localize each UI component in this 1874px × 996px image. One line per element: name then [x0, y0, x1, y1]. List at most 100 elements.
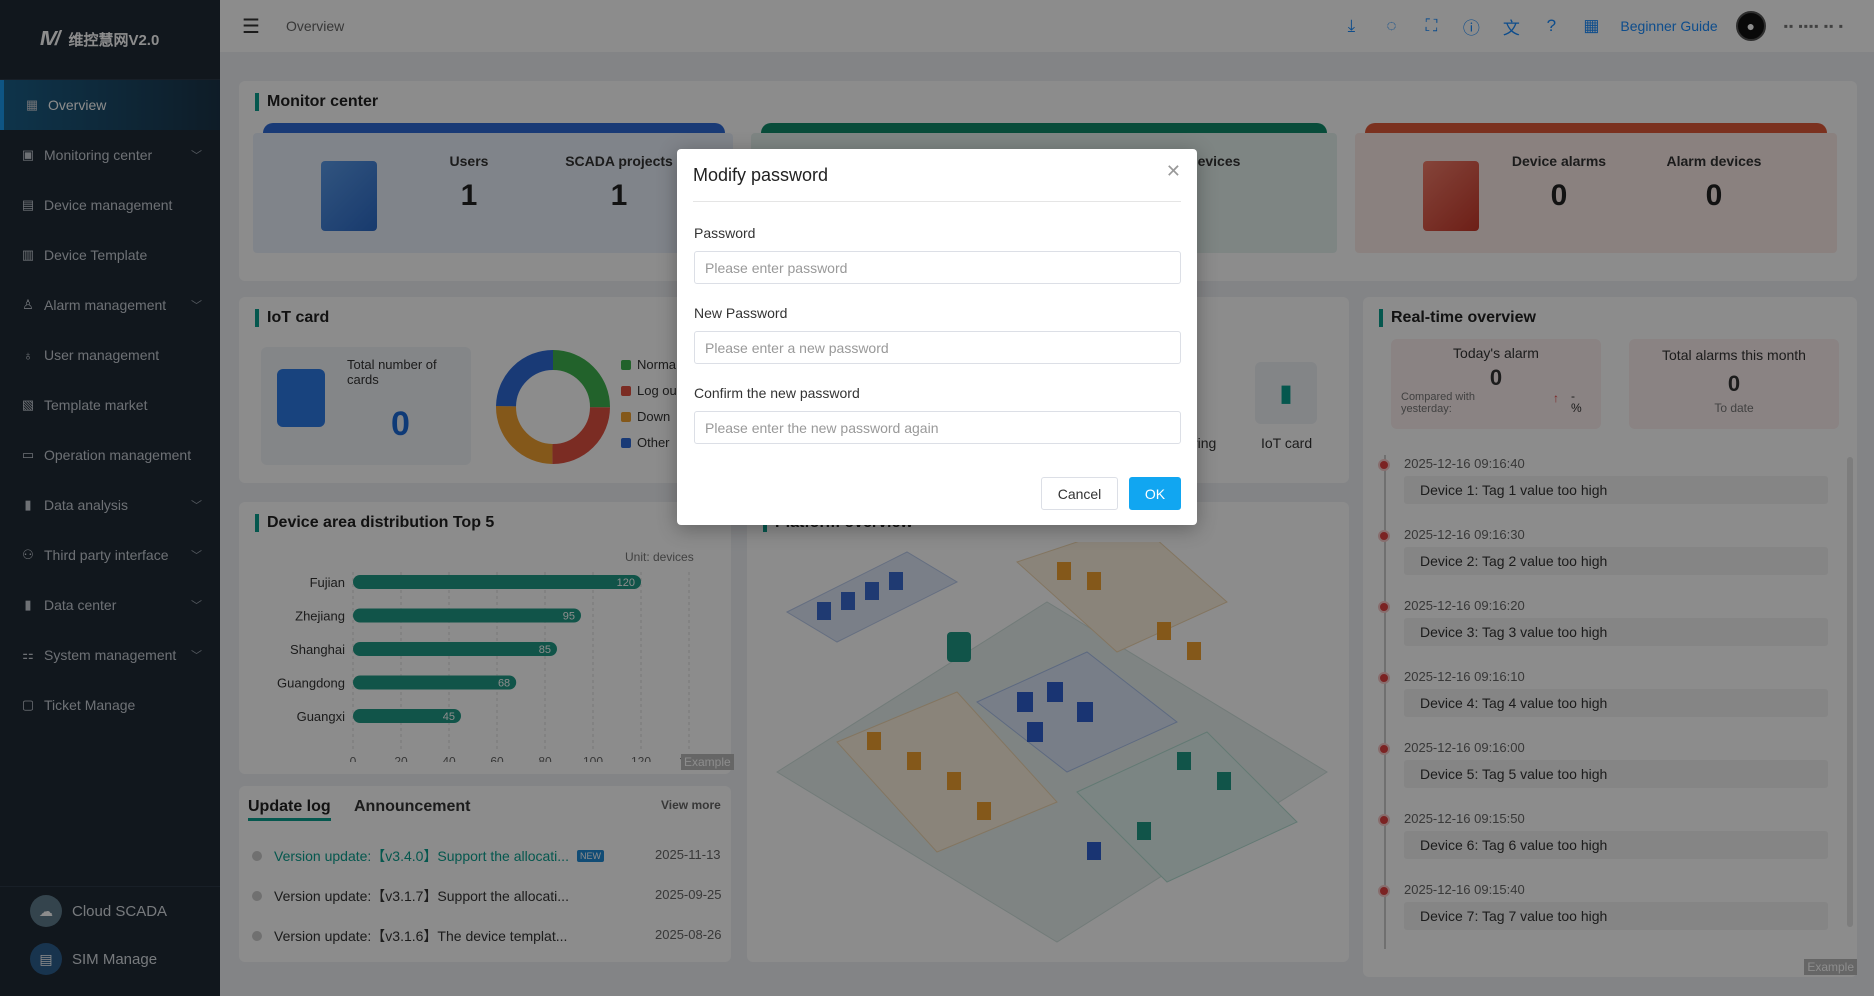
sidebar-item-data-center[interactable]: ▮ Data center ﹀ — [0, 580, 220, 630]
sidebar-item-operation-management[interactable]: ▭ Operation management — [0, 430, 220, 480]
sidebar-item-overview[interactable]: ▦ Overview — [0, 80, 220, 130]
log-date: 2025-08-26 — [655, 927, 722, 942]
menu-toggle-icon[interactable]: ☰ — [242, 15, 260, 38]
alarm-dot-icon — [1378, 814, 1390, 826]
sidebar-item-ticket-manage[interactable]: ▢ Ticket Manage — [0, 680, 220, 730]
bullet-icon — [252, 931, 262, 941]
legend-item: Norma — [621, 357, 676, 372]
new-password-field[interactable] — [694, 331, 1181, 364]
iot-card-icon[interactable]: ▮ — [1255, 362, 1317, 424]
info-icon[interactable]: ⓘ — [1462, 18, 1480, 38]
sidebar-item-label: Ticket Manage — [44, 697, 136, 713]
legend-label: Norma — [637, 357, 677, 372]
modify-password-dialog: Modify password ✕ Password New Password … — [677, 149, 1197, 525]
template-icon: ▥ — [21, 247, 35, 262]
sidebar-item-label: Overview — [48, 97, 107, 113]
view-more-link[interactable]: View more — [661, 798, 721, 812]
x-tick-label: 60 — [490, 755, 504, 763]
sim-manage-link[interactable]: ▤ SIM Manage — [0, 935, 220, 983]
sidebar-item-label: Data center — [44, 597, 117, 613]
x-tick-label: 80 — [538, 755, 552, 763]
sidebar-item-alarm-management[interactable]: ♙ Alarm management ﹀ — [0, 280, 220, 330]
stat-value: 1 — [460, 179, 478, 212]
chevron-down-icon: ﹀ — [191, 500, 202, 512]
divider — [693, 201, 1181, 202]
log-date: 2025-09-25 — [655, 887, 722, 902]
sidebar-bottom: ☁ Cloud SCADA ▤ SIM Manage — [0, 886, 220, 996]
legend-label: Down — [637, 409, 671, 424]
fullscreen-icon[interactable]: ⛶ — [1425, 16, 1438, 35]
sidebar-item-device-management[interactable]: ▤ Device management — [0, 180, 220, 230]
sidebar-item-template-market[interactable]: ▧ Template market — [0, 380, 220, 430]
sidebar-item-system-management[interactable]: ⚏ System management ﹀ — [0, 630, 220, 680]
translate-icon[interactable]: 文 — [1502, 18, 1520, 38]
category-label: Guangdong — [277, 676, 345, 691]
update-log-panel: Update log Announcement View more — [239, 786, 731, 962]
sim-card-icon — [277, 369, 325, 427]
download-icon[interactable]: ⤓ — [1347, 16, 1356, 35]
category-label: Shanghai — [290, 642, 345, 657]
ok-button[interactable]: OK — [1129, 477, 1181, 510]
legend-label: Log ou — [637, 383, 677, 398]
confirm-password-field[interactable] — [694, 411, 1181, 444]
chat-icon[interactable]: ◌ — [1386, 16, 1397, 35]
cancel-button[interactable]: Cancel — [1041, 477, 1118, 510]
today-alarm-value: 0 — [1489, 365, 1503, 390]
sidebar-item-third-party-interface[interactable]: ⚇ Third party interface ﹀ — [0, 530, 220, 580]
close-icon[interactable]: ✕ — [1165, 161, 1181, 181]
sidebar-item-label: Data analysis — [44, 497, 129, 513]
chevron-down-icon: ﹀ — [191, 600, 202, 612]
topbar-icons: ⤓ ◌ ⛶ ⓘ 文 ? ▦ Beginner Guide ● ▪▪ ▪▪▪▪ ▪… — [1340, 0, 1844, 52]
beginner-guide-link[interactable]: Beginner Guide — [1620, 18, 1718, 34]
user-name[interactable]: ▪▪ ▪▪▪▪ ▪▪ ▪ — [1783, 19, 1844, 33]
compare-label: Compared with yesterday: — [1401, 391, 1475, 415]
sim-icon: ▤ — [30, 943, 62, 975]
iot-card-tile-label[interactable]: IoT card — [1261, 435, 1313, 451]
sidebar-item-monitoring-center[interactable]: ▣ Monitoring center ﹀ — [0, 130, 220, 180]
alarm-devices-stat: Alarm devices 0 — [1644, 153, 1784, 213]
avatar[interactable]: ● — [1735, 11, 1766, 41]
log-row[interactable]: Version update:【v3.4.0】Support the alloc… — [252, 846, 604, 866]
bar — [353, 608, 581, 623]
sidebar: IV/ 维控慧网V2.0 ▦ Overview ▣ Monitoring cente… — [0, 0, 220, 996]
compare-value: - — [1571, 389, 1575, 403]
log-text: Version update:【v3.4.0】Support the alloc… — [274, 848, 569, 864]
stat-label: SCADA projects — [565, 153, 673, 169]
sidebar-item-label: User management — [44, 347, 160, 363]
sidebar-item-label: Template market — [44, 397, 148, 413]
new-password-label: New Password — [694, 305, 788, 321]
password-field[interactable] — [694, 251, 1181, 284]
example-watermark: Example — [681, 754, 734, 770]
category-label: Zhejiang — [295, 609, 345, 624]
hierarchy-icon: ⚏ — [22, 647, 34, 662]
log-date: 2025-11-13 — [655, 847, 721, 862]
today-alarm-card: Today's alarm 0 Compared with yesterday:… — [1391, 339, 1601, 429]
monitoring-tile-label[interactable]: ring — [1193, 435, 1217, 451]
bar-value-label: 68 — [498, 678, 510, 690]
help-icon[interactable]: ? — [1546, 16, 1557, 35]
bullet-icon — [252, 851, 262, 861]
qr-code-icon[interactable]: ▦ — [1583, 16, 1600, 35]
x-tick-label: 100 — [583, 755, 603, 763]
bar-chart-icon: ▮ — [24, 597, 32, 612]
log-row[interactable]: Version update:【v3.1.7】Support the alloc… — [252, 886, 569, 906]
grid-icon: ▦ — [25, 97, 39, 112]
platform-illustration — [776, 542, 1328, 943]
log-row[interactable]: Version update:【v3.1.6】The device templa… — [252, 926, 567, 946]
cloud-scada-link[interactable]: ☁ Cloud SCADA — [0, 887, 220, 935]
sidebar-item-data-analysis[interactable]: ▮ Data analysis ﹀ — [0, 480, 220, 530]
scrollbar[interactable] — [1847, 457, 1853, 927]
alarm-dot-icon — [1378, 885, 1390, 897]
breadcrumb[interactable]: Overview — [285, 18, 345, 34]
cloud-icon: ☁ — [30, 895, 62, 927]
x-tick-label: 0 — [350, 755, 357, 763]
today-alarm-label: Today's alarm — [1453, 345, 1539, 361]
event-time: 2025-12-16 09:16:10 — [1404, 669, 1525, 684]
month-alarm-sub: To date — [1714, 401, 1754, 415]
sidebar-item-device-template[interactable]: ▥ Device Template — [0, 230, 220, 280]
tab-update-log[interactable]: Update log — [248, 798, 331, 821]
sidebar-nav: ▦ Overview ▣ Monitoring center ﹀ ▤ Device ma… — [0, 80, 220, 730]
tab-announcement[interactable]: Announcement — [354, 798, 471, 815]
stat-label: Users — [449, 153, 489, 169]
sidebar-item-user-management[interactable]: ♁ User management — [0, 330, 220, 380]
